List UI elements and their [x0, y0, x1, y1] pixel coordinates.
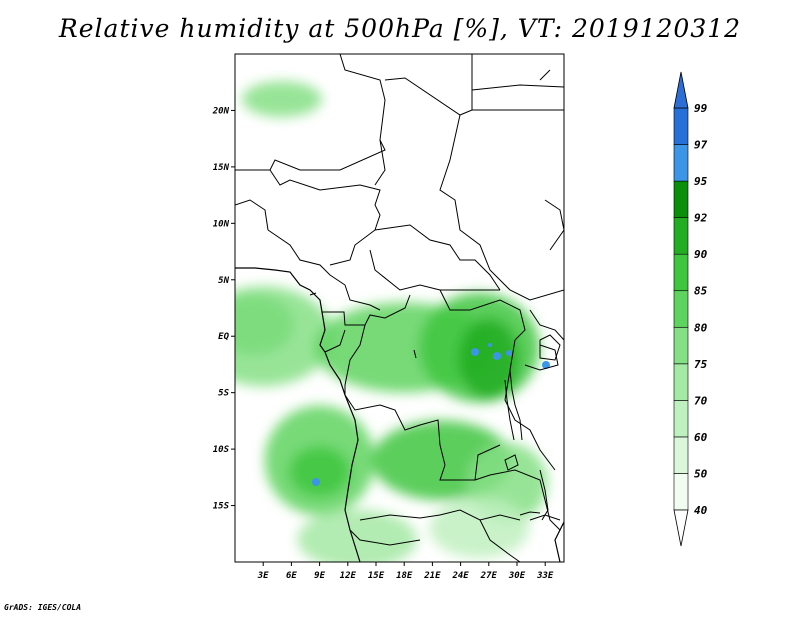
humidity-blob [297, 509, 418, 562]
lon-tick-label: 33E [536, 571, 554, 581]
colorbar-upper-arrow [673, 71, 689, 109]
humidity-blob [429, 498, 530, 559]
colorbar-label: 70 [694, 394, 708, 407]
lake-tanganyika-west [504, 379, 515, 441]
humidity-blob [458, 318, 519, 399]
colorbar-label: 75 [694, 358, 708, 371]
colorbar-segment [673, 436, 689, 474]
colorbar-label: 92 [694, 212, 708, 225]
lake-kariba [519, 511, 541, 516]
lat-tick-label: 10S [213, 445, 230, 455]
colorbar-segment [673, 217, 689, 255]
colorbar-lower-arrow [673, 509, 689, 547]
lat-tick-label: 5S [218, 389, 229, 399]
lon-tick-label: 3E [257, 571, 269, 581]
colorbar-label: 95 [694, 175, 708, 188]
lon-tick-label: 6E [286, 571, 297, 581]
lon-axis: 3E 6E 9E 12E 15E 18E 21E 24E 27E 30E 33E [257, 562, 554, 581]
colorbar-label: 97 [694, 139, 708, 152]
lon-tick-label: 12E [340, 571, 357, 581]
humidity-field [235, 81, 548, 562]
humidity-blob [235, 286, 334, 387]
lat-tick-label: 5N [218, 276, 229, 286]
lakes [309, 292, 561, 521]
humidity-spot [488, 343, 492, 347]
colorbar-label: 50 [694, 467, 708, 480]
colorbar-segment [673, 363, 689, 401]
lat-tick-label: 10N [213, 219, 230, 229]
lat-tick-label: 15S [213, 502, 230, 512]
lake-malawi [539, 469, 549, 521]
colorbar-label: 40 [694, 504, 708, 517]
humidity-spot [542, 361, 550, 369]
colorbar-segment [673, 107, 689, 145]
colorbar-segment [673, 144, 689, 182]
high-humidity-spots [312, 343, 550, 486]
colorbar-segment [673, 326, 689, 365]
lake-tanganyika [509, 369, 523, 441]
lat-tick-label: 15N [213, 163, 230, 173]
coastline [235, 267, 564, 562]
lat-tick-label: EQ [218, 332, 229, 342]
credit-label: GrADS: IGES/COLA [4, 603, 82, 612]
lon-tick-label: 18E [396, 571, 413, 581]
colorbar-segment [673, 290, 689, 328]
humidity-blob [289, 446, 350, 497]
bioko [309, 292, 317, 296]
lon-tick-label: 30E [508, 571, 526, 581]
colorbar: 40 50 60 70 75 80 85 90 92 95 97 99 [673, 71, 708, 547]
colorbar-label: 60 [694, 431, 708, 444]
country-borders [235, 54, 564, 562]
map-title: Relative humidity at 500hPa [%], VT: 201… [58, 14, 742, 43]
colorbar-segment [673, 180, 689, 218]
colorbar-label: 80 [694, 321, 708, 334]
lon-tick-label: 27E [480, 571, 498, 581]
humidity-spot [312, 478, 320, 486]
humidity-blob [242, 81, 322, 118]
lake-mai-ndombe [413, 349, 417, 359]
colorbar-label: 99 [694, 102, 708, 115]
humidity-spot [493, 352, 501, 360]
lon-tick-label: 15E [368, 571, 385, 581]
colorbar-segment [673, 253, 689, 292]
lake-mweru [504, 454, 519, 471]
lake-victoria [539, 334, 561, 361]
lon-tick-label: 24E [451, 571, 469, 581]
humidity-spot [471, 348, 479, 356]
lat-tick-label: 20N [212, 106, 230, 116]
colorbar-segment [673, 400, 689, 438]
plot-frame [234, 53, 565, 563]
humidity-spot [506, 350, 512, 356]
lon-tick-label: 21E [423, 571, 441, 581]
lat-axis: 20N 15N 10N 5N EQ 5S 10S 15S [212, 106, 235, 512]
colorbar-label: 85 [694, 285, 708, 298]
colorbar-segment [673, 473, 689, 511]
colorbar-label: 90 [694, 248, 708, 261]
lon-tick-label: 9E [314, 571, 325, 581]
